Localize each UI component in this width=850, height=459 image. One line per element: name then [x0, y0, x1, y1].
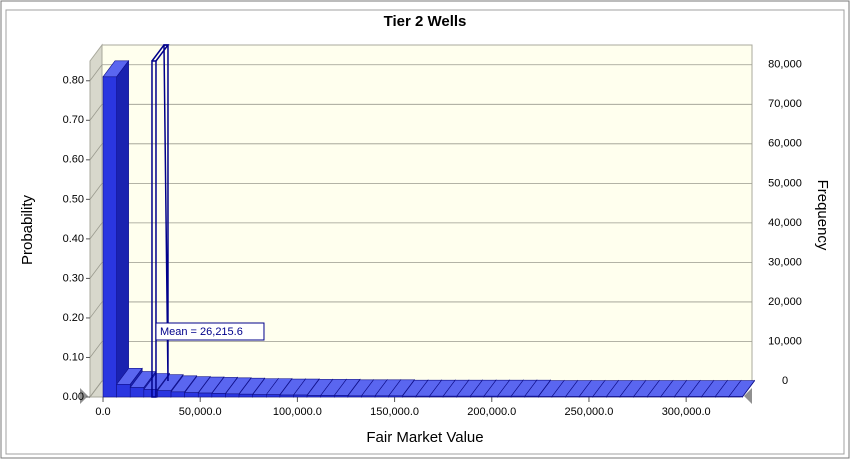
bar — [197, 392, 213, 398]
bar — [320, 395, 335, 398]
left-marker — [80, 388, 88, 404]
y-tick-label: 0.20 — [63, 312, 84, 324]
x-tick-label: 250,000.0 — [564, 406, 613, 418]
bar-side — [116, 59, 129, 398]
bar — [129, 387, 145, 398]
y2-tick-label: 40,000 — [768, 217, 802, 229]
grid-line-side — [89, 64, 103, 82]
y2-tick-label: 20,000 — [768, 296, 802, 308]
y-tick-label: 0.80 — [63, 75, 84, 87]
grid-line-side — [89, 301, 103, 319]
y2-tick-label: 30,000 — [768, 256, 802, 268]
bar — [442, 395, 458, 398]
bar — [252, 394, 267, 398]
bar — [402, 395, 417, 398]
x-tick-label: 150,000.0 — [370, 406, 419, 418]
bar — [429, 395, 444, 398]
bar — [497, 395, 512, 398]
x-axis-title: Fair Market Value — [366, 429, 483, 446]
bar — [470, 395, 485, 398]
y2-tick-label: 70,000 — [768, 98, 802, 110]
x-tick-label: 100,000.0 — [273, 406, 322, 418]
bar — [184, 392, 199, 398]
grid-line-side — [89, 222, 103, 240]
bar — [211, 393, 226, 398]
grid-line-side — [89, 380, 103, 398]
bar — [334, 395, 349, 398]
x-tick-label: 300,000.0 — [662, 406, 711, 418]
mean-line-top — [151, 44, 170, 62]
bar — [157, 390, 172, 398]
grid-line-side — [89, 262, 103, 279]
x-tick-label: 200,000.0 — [467, 406, 516, 418]
y-tick-label: 0.70 — [63, 114, 84, 126]
bar — [347, 395, 362, 398]
y-tick-label: 0.50 — [63, 193, 84, 205]
grid-line-side — [89, 183, 103, 200]
grid-line-side — [89, 143, 103, 161]
x-tick-label: 50,000.0 — [179, 406, 222, 418]
bar — [483, 395, 498, 398]
mean-line — [151, 60, 157, 398]
mean-label-box — [155, 322, 265, 341]
bar — [510, 395, 526, 398]
y2-tick-label: 60,000 — [768, 138, 802, 150]
bar — [306, 395, 322, 398]
bar — [524, 395, 539, 398]
grid-line-side — [89, 104, 103, 121]
grid-line-side — [89, 341, 103, 358]
bar — [279, 394, 294, 398]
bar — [415, 395, 430, 398]
y-axis-title: Probability — [19, 194, 36, 265]
bar — [238, 393, 253, 398]
y2-axis-title: Frequency — [814, 180, 831, 251]
bar — [388, 395, 403, 398]
bar — [293, 394, 308, 398]
bar — [266, 394, 281, 398]
y-tick-label: 0.30 — [63, 272, 84, 284]
y-tick-label: 0.00 — [63, 391, 84, 403]
bar — [102, 76, 117, 398]
x-tick-label: 0.0 — [95, 406, 110, 418]
bar — [361, 395, 376, 398]
right-marker — [744, 388, 752, 404]
y-tick-label: 0.60 — [63, 154, 84, 166]
bar — [456, 395, 471, 398]
y-tick-label: 0.40 — [63, 233, 84, 245]
y2-tick-label: 80,000 — [768, 59, 802, 71]
y-tick-label: 0.10 — [63, 351, 84, 363]
mean-label: Mean = 26,215.6 — [160, 326, 243, 338]
y2-tick-label: 10,000 — [768, 335, 802, 347]
bar — [374, 395, 390, 398]
y2-tick-label: 0 — [782, 375, 788, 387]
bar — [116, 384, 131, 398]
chart-title: Tier 2 Wells — [384, 13, 467, 30]
bar — [225, 393, 240, 398]
bar — [170, 391, 185, 398]
y2-tick-label: 50,000 — [768, 177, 802, 189]
